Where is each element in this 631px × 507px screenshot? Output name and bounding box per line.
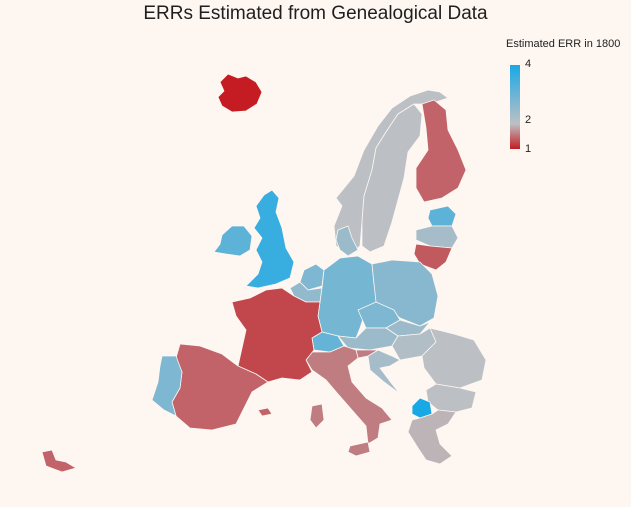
region-sweden[interactable] bbox=[361, 103, 423, 253]
region-latvia[interactable] bbox=[415, 225, 459, 249]
region-italy-sardinia[interactable] bbox=[309, 403, 325, 429]
legend-tick-4: 4 bbox=[525, 58, 532, 70]
chart-title: ERRs Estimated from Genealogical Data bbox=[143, 3, 488, 24]
legend-title: Estimated ERR in 1800 bbox=[506, 38, 621, 50]
region-spain-canary[interactable] bbox=[41, 449, 77, 473]
region-finland[interactable] bbox=[415, 99, 467, 203]
region-greece[interactable] bbox=[407, 409, 457, 465]
region-italy-sicily[interactable] bbox=[347, 441, 371, 457]
legend-tick-1: 1 bbox=[525, 143, 532, 155]
region-lithuania[interactable] bbox=[413, 243, 453, 271]
region-bulgaria[interactable] bbox=[425, 383, 477, 413]
legend-color-bar bbox=[510, 65, 520, 149]
region-ireland[interactable] bbox=[213, 225, 253, 257]
region-iceland[interactable] bbox=[217, 73, 263, 113]
region-united-kingdom[interactable] bbox=[245, 189, 295, 289]
legend-tick-2: 2 bbox=[525, 114, 532, 126]
region-estonia[interactable] bbox=[427, 205, 457, 227]
region-portugal[interactable] bbox=[151, 355, 183, 417]
region-denmark[interactable] bbox=[335, 225, 359, 257]
region-italy[interactable] bbox=[305, 345, 393, 445]
region-croatia[interactable] bbox=[367, 349, 401, 395]
region-spain-balearic[interactable] bbox=[257, 407, 273, 417]
region-france[interactable] bbox=[231, 287, 323, 383]
